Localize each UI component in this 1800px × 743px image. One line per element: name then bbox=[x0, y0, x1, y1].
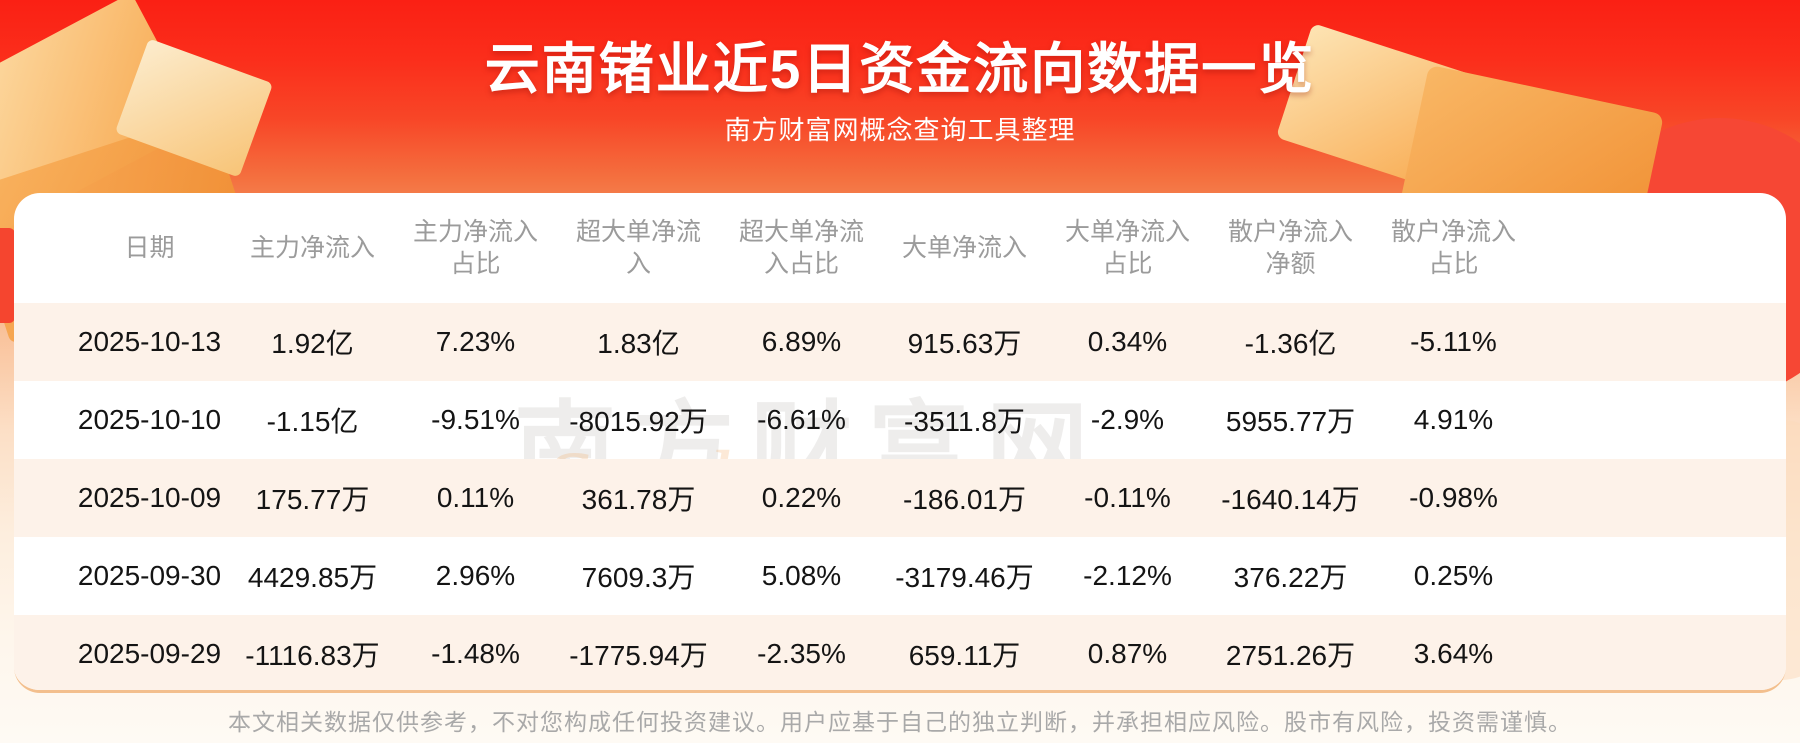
data-table-card: 南方财富网 Southmoney.com 日期 主力净流入 主力净流入 占比 超… bbox=[14, 193, 1786, 693]
table-row: 2025-09-30 4429.85万 2.96% 7609.3万 5.08% … bbox=[14, 537, 1786, 615]
table-cell: 2.96% bbox=[435, 560, 516, 591]
disclaimer-text: 本文相关数据仅供参考，不对您构成任何投资建议。用户应基于自己的独立判断，并承担相… bbox=[228, 709, 1572, 735]
column-header-retail-net-inflow-pct: 散户净流入 占比 bbox=[1390, 217, 1516, 279]
table-cell: 1.92亿 bbox=[271, 328, 354, 359]
table-cell: 0.11% bbox=[436, 482, 515, 513]
table-cell: -1.48% bbox=[431, 638, 520, 669]
table-cell: 175.77万 bbox=[255, 484, 370, 515]
table-cell: -186.01万 bbox=[903, 484, 1026, 515]
table-cell: 7609.3万 bbox=[581, 562, 696, 593]
table-cell: -2.35% bbox=[757, 638, 846, 669]
table-row: 2025-10-09 175.77万 0.11% 361.78万 0.22% -… bbox=[14, 459, 1786, 537]
table-cell-date: 2025-10-09 bbox=[77, 482, 222, 513]
table-cell: -2.9% bbox=[1090, 404, 1165, 435]
table-cell: -6.61% bbox=[757, 404, 846, 435]
table-cell: 915.63万 bbox=[907, 328, 1022, 359]
table-cell: -1775.94万 bbox=[569, 640, 708, 671]
column-header-xl-order-net-inflow: 超大单净流 入 bbox=[575, 217, 701, 279]
table-cell: 5955.77万 bbox=[1225, 406, 1356, 437]
table-row: 2025-10-10 -1.15亿 -9.51% -8015.92万 -6.61… bbox=[14, 381, 1786, 459]
table-cell: -9.51% bbox=[431, 404, 520, 435]
table-cell: 0.25% bbox=[1413, 560, 1494, 591]
column-header-large-order-net-inflow: 大单净流入 bbox=[901, 233, 1027, 262]
table-cell: -0.11% bbox=[1084, 482, 1171, 513]
page-subtitle: 南方财富网概念查询工具整理 bbox=[724, 115, 1076, 145]
table-cell: 0.34% bbox=[1087, 326, 1168, 357]
table-cell-date: 2025-10-10 bbox=[77, 404, 222, 435]
table-cell: 6.89% bbox=[761, 326, 842, 357]
table-cell: 0.87% bbox=[1087, 638, 1168, 669]
column-header-date: 日期 bbox=[124, 233, 175, 262]
table-cell: 361.78万 bbox=[581, 484, 696, 515]
column-header-large-order-net-inflow-pct: 大单净流入 占比 bbox=[1064, 217, 1190, 279]
table-header-row: 日期 主力净流入 主力净流入 占比 超大单净流 入 超大单净流 入占比 大单净流… bbox=[14, 193, 1786, 303]
table-cell: -3511.8万 bbox=[904, 406, 1025, 437]
table-cell: 376.22万 bbox=[1233, 562, 1348, 593]
table-cell: 0.22% bbox=[761, 482, 842, 513]
table-cell: -1640.14万 bbox=[1221, 484, 1360, 515]
table-cell: 4429.85万 bbox=[247, 562, 378, 593]
table-cell: 2751.26万 bbox=[1225, 640, 1356, 671]
red-ribbon-decoration-left bbox=[0, 228, 15, 323]
page-title: 云南锗业近5日资金流向数据一览 bbox=[484, 38, 1316, 100]
table-row: 2025-09-29 -1116.83万 -1.48% -1775.94万 -2… bbox=[14, 615, 1786, 690]
table-cell: -3179.46万 bbox=[895, 562, 1034, 593]
table-cell: 659.11万 bbox=[908, 640, 1021, 671]
table-cell-date: 2025-09-29 bbox=[77, 638, 222, 669]
column-header-main-net-inflow: 主力净流入 bbox=[249, 233, 375, 262]
table-cell-date: 2025-09-30 bbox=[77, 560, 222, 591]
table-cell: -0.98% bbox=[1409, 482, 1498, 513]
table-cell: 4.91% bbox=[1413, 404, 1494, 435]
table-row: 2025-10-13 1.92亿 7.23% 1.83亿 6.89% 915.6… bbox=[14, 303, 1786, 381]
table-cell: -8015.92万 bbox=[569, 406, 708, 437]
table-cell: 7.23% bbox=[435, 326, 516, 357]
column-header-xl-order-net-inflow-pct: 超大单净流 入占比 bbox=[738, 217, 864, 279]
table-cell: -1.36亿 bbox=[1244, 328, 1337, 359]
table-cell: -2.12% bbox=[1083, 560, 1172, 591]
table-cell: -1116.83万 bbox=[245, 640, 380, 671]
table-cell: 5.08% bbox=[761, 560, 842, 591]
table-cell: -1.15亿 bbox=[266, 406, 359, 437]
table-cell: -5.11% bbox=[1410, 326, 1497, 357]
column-header-main-net-inflow-pct: 主力净流入 占比 bbox=[412, 217, 538, 279]
table-cell: 3.64% bbox=[1413, 638, 1494, 669]
table-cell-date: 2025-10-13 bbox=[77, 326, 222, 357]
column-header-retail-net-inflow: 散户净流入 净额 bbox=[1227, 217, 1353, 279]
table-cell: 1.83亿 bbox=[597, 328, 680, 359]
